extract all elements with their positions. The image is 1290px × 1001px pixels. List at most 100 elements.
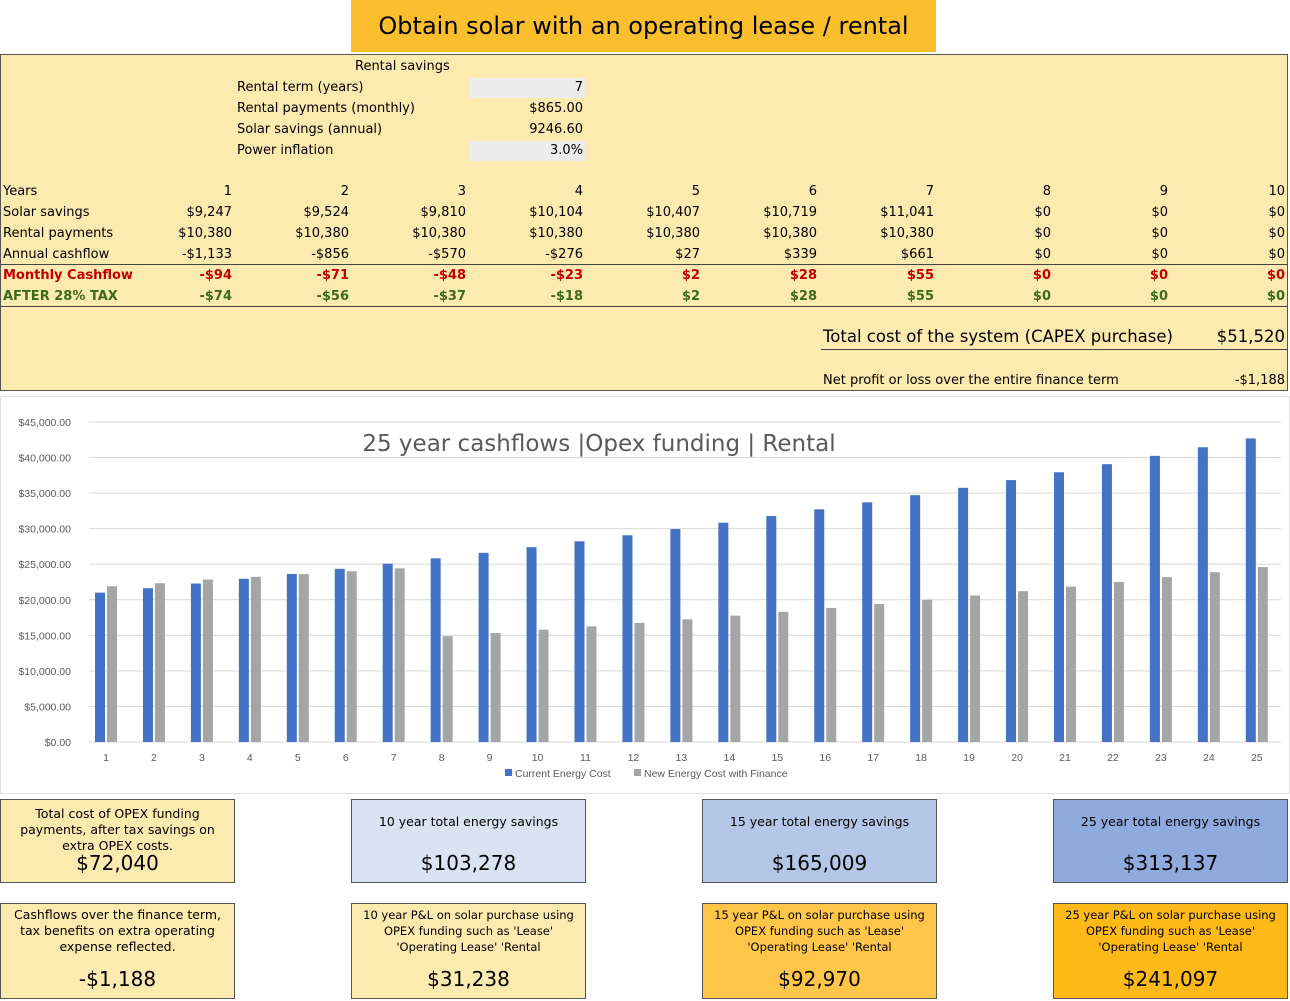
bar-new-energy-cost: [682, 619, 693, 742]
card-label: 15 year total energy savings: [729, 814, 910, 829]
card-finance-term-cashflow: Cashflows over the finance term, tax ben…: [0, 903, 235, 999]
table-cell: -$74: [199, 289, 232, 304]
table-cell: 2: [340, 184, 349, 199]
card-value: $103,278: [420, 851, 517, 875]
table-cell: -$56: [316, 289, 349, 304]
param-input-bg[interactable]: [469, 78, 585, 98]
card-opex-cost: Total cost of OPEX funding payments, aft…: [0, 799, 235, 883]
table-cell: $9,524: [303, 205, 350, 220]
total-cost-underline: [821, 349, 1287, 350]
y-tick-label: $20,000.00: [18, 595, 71, 607]
param-value-rental-payments: $865.00: [529, 101, 583, 116]
bar-current-energy-cost: [334, 568, 345, 742]
rental-heading: Rental savings: [355, 59, 450, 74]
table-cell: $0: [1268, 226, 1285, 241]
x-tick-label: 17: [867, 752, 879, 764]
table-cell: -$570: [428, 247, 466, 262]
x-tick-label: 4: [247, 752, 253, 764]
table-cell: $28: [789, 289, 817, 304]
table-cell: $339: [783, 247, 817, 262]
bar-current-energy-cost: [1149, 455, 1160, 742]
table-cell: $11,041: [880, 205, 934, 220]
card-15yr-pl: 15 year P&L on solar purchase using OPEX…: [702, 903, 937, 999]
table-cell: $0: [1151, 226, 1168, 241]
table-cell: $10,380: [178, 226, 232, 241]
bar-new-energy-cost: [1113, 581, 1124, 742]
table-cell: $10,380: [763, 226, 817, 241]
x-tick-label: 12: [628, 752, 640, 764]
card-label: Cashflows over the finance term, tax ben…: [14, 907, 221, 954]
y-tick-label: $15,000.00: [18, 630, 71, 642]
table-cell: 8: [1042, 184, 1051, 199]
table-cell: $10,719: [763, 205, 817, 220]
bar-new-energy-cost: [490, 632, 501, 742]
param-label-solar-savings: Solar savings (annual): [237, 122, 383, 137]
bar-new-energy-cost: [1161, 577, 1172, 742]
card-15yr-savings: 15 year total energy savings $165,009: [702, 799, 937, 883]
bar-new-energy-cost: [250, 576, 261, 742]
param-value-rental-term[interactable]: 7: [574, 80, 583, 95]
card-value: -$1,188: [78, 967, 157, 991]
bar-new-energy-cost: [778, 611, 789, 742]
bar-current-energy-cost: [478, 552, 489, 742]
table-cell: $0: [1151, 205, 1168, 220]
bar-new-energy-cost: [1209, 572, 1220, 742]
x-tick-label: 2: [151, 752, 157, 764]
table-cell: -$48: [433, 268, 466, 283]
table-cell: $10,380: [646, 226, 700, 241]
bar-new-energy-cost: [1257, 567, 1268, 742]
table-cell: $55: [906, 268, 934, 283]
card-label: Total cost of OPEX funding payments, aft…: [20, 806, 215, 853]
table-cell: $10,104: [529, 205, 583, 220]
table-divider: [1, 264, 1287, 265]
bar-new-energy-cost: [730, 615, 741, 742]
bar-current-energy-cost: [670, 529, 681, 742]
x-tick-label: 11: [580, 752, 591, 764]
bar-new-energy-cost: [826, 607, 837, 742]
table-cell: $0: [1149, 289, 1168, 304]
y-tick-label: $5,000.00: [24, 701, 71, 713]
table-cell: $0: [1151, 247, 1168, 262]
chart-title: 25 year cashflows |Opex funding | Rental: [362, 431, 835, 457]
x-tick-label: 1: [103, 752, 109, 764]
table-cell: 4: [574, 184, 583, 199]
param-value-power-inflation[interactable]: 3.0%: [549, 143, 583, 158]
table-cell: $0: [1266, 268, 1285, 283]
table-cell: $9,810: [420, 205, 467, 220]
row-label-years: Years: [3, 184, 38, 199]
table-cell: $55: [906, 289, 934, 304]
bar-current-energy-cost: [910, 495, 921, 742]
x-tick-label: 10: [532, 752, 544, 764]
table-cell: $0: [1268, 205, 1285, 220]
y-tick-label: $0.00: [45, 737, 71, 749]
bar-current-energy-cost: [95, 592, 105, 742]
card-value: $165,009: [771, 851, 868, 875]
x-tick-label: 8: [439, 752, 445, 764]
table-cell: $2: [681, 268, 700, 283]
card-value: $313,137: [1122, 851, 1219, 875]
card-value: $92,970: [778, 967, 861, 991]
table-cell: 10: [1268, 184, 1285, 199]
table-cell: 1: [223, 184, 232, 199]
page-title: Obtain solar with an operating lease / r…: [351, 0, 936, 52]
table-cell: $0: [1149, 268, 1168, 283]
row-label-after-tax: AFTER 28% TAX: [3, 289, 118, 304]
x-tick-label: 14: [724, 752, 736, 764]
legend-label: New Energy Cost with Finance: [644, 768, 788, 780]
card-label: 10 year P&L on solar purchase using OPEX…: [363, 908, 574, 954]
table-cell: $10,380: [529, 226, 583, 241]
legend-label: Current Energy Cost: [515, 768, 611, 780]
bar-current-energy-cost: [766, 516, 777, 742]
table-cell: -$37: [433, 289, 466, 304]
card-label: 10 year total energy savings: [378, 814, 559, 829]
bar-current-energy-cost: [430, 558, 441, 742]
bar-current-energy-cost: [286, 573, 297, 742]
table-cell: 9: [1159, 184, 1168, 199]
table-cell: -$23: [550, 268, 583, 283]
table-cell: $0: [1034, 247, 1051, 262]
x-tick-label: 6: [343, 752, 349, 764]
table-cell: $661: [900, 247, 934, 262]
param-input-bg[interactable]: [469, 141, 585, 161]
table-cell: 7: [925, 184, 934, 199]
y-tick-label: $40,000.00: [18, 453, 71, 465]
